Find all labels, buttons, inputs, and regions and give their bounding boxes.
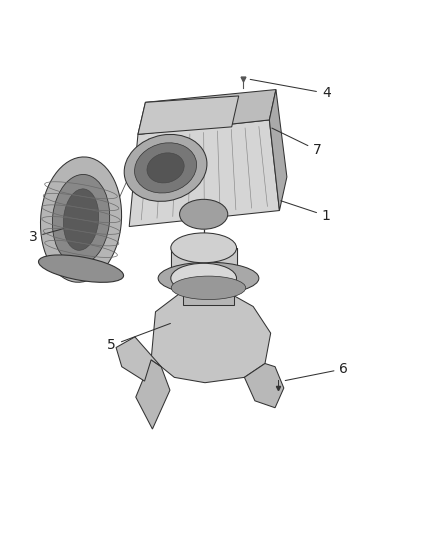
Text: 7: 7	[272, 128, 322, 157]
Text: 4: 4	[250, 79, 331, 100]
Ellipse shape	[158, 262, 259, 294]
Polygon shape	[116, 337, 161, 381]
Polygon shape	[138, 96, 239, 134]
Polygon shape	[136, 360, 170, 429]
Polygon shape	[244, 364, 284, 408]
Ellipse shape	[171, 233, 237, 263]
Text: 6: 6	[285, 362, 348, 381]
Polygon shape	[151, 294, 271, 383]
Polygon shape	[183, 278, 234, 305]
Text: 5: 5	[107, 324, 170, 352]
Polygon shape	[138, 90, 276, 134]
Text: 3: 3	[28, 225, 74, 244]
Ellipse shape	[53, 174, 110, 265]
Ellipse shape	[147, 153, 184, 183]
Ellipse shape	[180, 199, 228, 229]
Ellipse shape	[171, 276, 246, 300]
Ellipse shape	[64, 189, 99, 251]
Ellipse shape	[39, 255, 124, 282]
Polygon shape	[129, 120, 279, 227]
Polygon shape	[171, 248, 237, 278]
Ellipse shape	[171, 263, 237, 293]
Text: 1: 1	[281, 201, 331, 223]
Ellipse shape	[134, 143, 197, 193]
Ellipse shape	[40, 157, 122, 282]
Ellipse shape	[124, 134, 207, 201]
Polygon shape	[269, 90, 287, 211]
